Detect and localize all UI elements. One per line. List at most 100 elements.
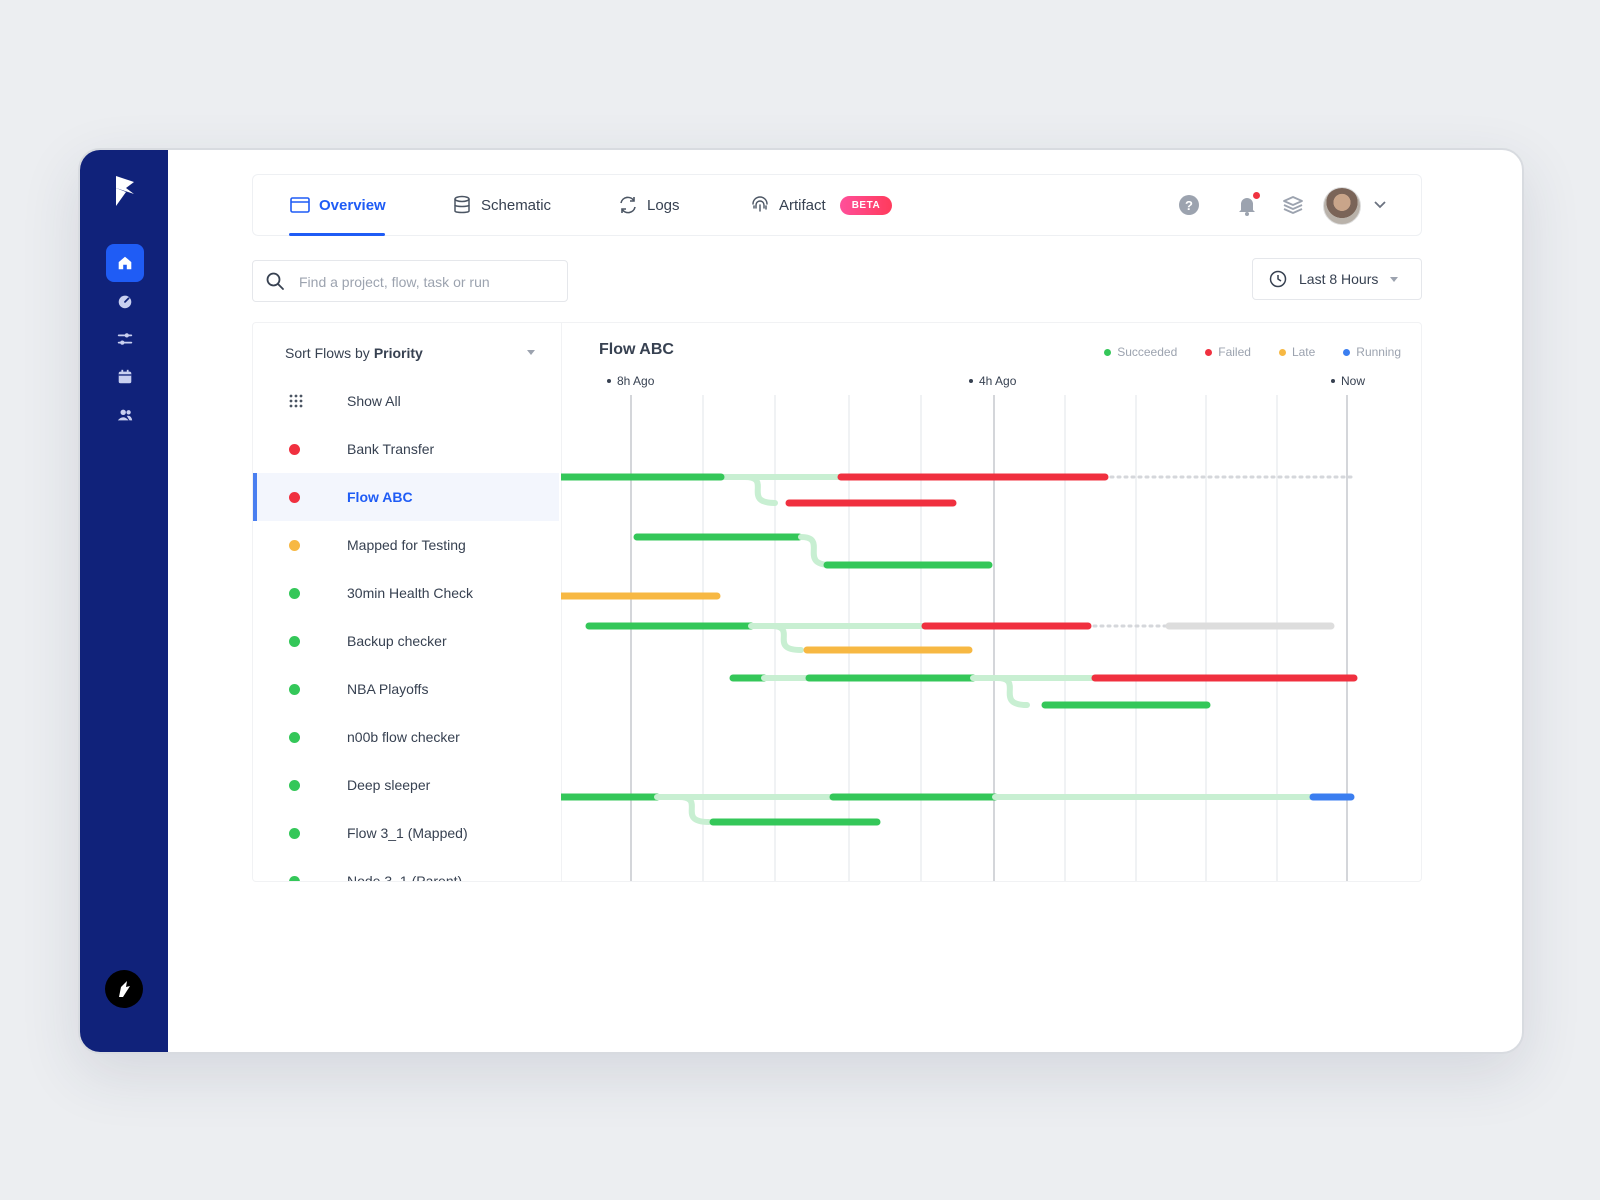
flow-item[interactable]: Show All — [253, 377, 559, 425]
flow-item[interactable]: Flow 3_1 (Mapped) — [253, 809, 559, 857]
flow-name: Show All — [347, 393, 401, 409]
legend-label: Failed — [1218, 345, 1251, 359]
app-window: Overview Schematic Logs Artifact BETA ? … — [78, 148, 1524, 1054]
refresh-icon — [620, 196, 636, 214]
nav-team[interactable] — [106, 396, 144, 434]
status-dot — [289, 539, 300, 551]
sort-select[interactable]: Sort Flows by Priority — [285, 343, 535, 363]
flows-panel: Sort Flows by Priority Show All Bank Tran… — [252, 322, 1422, 882]
flow-name: NBA Playoffs — [347, 681, 429, 697]
flow-name: Bank Transfer — [347, 441, 435, 457]
window-icon — [290, 197, 310, 213]
brand-logo-icon[interactable] — [105, 970, 143, 1008]
nav-calendar[interactable] — [106, 358, 144, 396]
status-dot — [289, 875, 300, 881]
database-icon — [454, 195, 470, 214]
legend-label: Running — [1356, 345, 1401, 359]
nav-dashboard[interactable] — [106, 282, 144, 320]
legend-item-failed: Failed — [1205, 345, 1251, 359]
status-dot — [289, 827, 300, 839]
home-icon — [118, 256, 132, 270]
top-bar: Overview Schematic Logs Artifact BETA ? — [252, 174, 1422, 236]
tab-label: Overview — [319, 196, 386, 214]
bell-icon[interactable] — [1235, 193, 1259, 217]
tab-logs[interactable]: Logs — [617, 175, 680, 235]
caret-down-icon — [1390, 276, 1399, 282]
calendar-icon — [118, 369, 132, 384]
flow-item[interactable]: Mapped for Testing — [253, 521, 559, 569]
flow-name: Backup checker — [347, 633, 447, 649]
flow-name: Flow ABC — [347, 489, 413, 505]
legend-item-running: Running — [1343, 345, 1401, 359]
tab-label: Logs — [647, 196, 680, 214]
axis-label: Now — [1341, 374, 1365, 388]
grid-icon — [289, 394, 303, 408]
svg-text:?: ? — [1185, 198, 1193, 213]
fingerprint-icon — [752, 196, 768, 212]
legend-dot — [1278, 348, 1286, 356]
flow-item[interactable]: 30min Health Check — [253, 569, 559, 617]
run-branch — [676, 794, 712, 825]
flow-item[interactable]: Backup checker — [253, 617, 559, 665]
chart-legend: Succeeded Failed Late Running — [1104, 345, 1401, 359]
flow-item[interactable]: Deep sleeper — [253, 761, 559, 809]
sidebar — [80, 150, 168, 1052]
status-dot — [289, 443, 300, 455]
legend-item-late: Late — [1278, 345, 1316, 359]
caret-down-icon — [527, 350, 535, 355]
search-input[interactable] — [297, 269, 551, 295]
legend-item-succeeded: Succeeded — [1104, 345, 1177, 359]
timeline-chart: 8h Ago 4h Ago Now Flow ABC Succeeded Failed… — [561, 323, 1421, 881]
timeline-svg: 8h Ago 4h Ago Now — [561, 374, 1365, 881]
flow-item[interactable]: Node 3_1 (Parent) — [253, 857, 559, 882]
legend-dot — [1343, 348, 1351, 356]
nav-home[interactable] — [106, 244, 144, 282]
axis-label: 4h Ago — [979, 374, 1017, 388]
legend-label: Succeeded — [1117, 345, 1178, 359]
flow-name: Node 3_1 (Parent) — [347, 873, 463, 882]
axis-tick-dot — [1331, 379, 1335, 383]
status-dot — [289, 635, 300, 647]
flow-item[interactable]: Bank Transfer — [253, 425, 559, 473]
legend-dot — [1104, 348, 1112, 356]
prefect-logo-icon[interactable] — [112, 174, 138, 208]
layers-icon[interactable] — [1281, 193, 1305, 217]
flow-item[interactable]: NBA Playoffs — [253, 665, 559, 713]
help-icon[interactable]: ? — [1177, 193, 1201, 217]
status-dot — [289, 491, 300, 503]
flow-item[interactable]: Flow ABC — [253, 473, 559, 521]
flow-item[interactable]: n00b flow checker — [253, 713, 559, 761]
flow-name: n00b flow checker — [347, 729, 460, 745]
axis-tick-dot — [607, 379, 611, 383]
run-branch — [768, 623, 804, 653]
search-icon — [266, 272, 284, 290]
time-range-select[interactable]: Last 8 Hours — [1252, 258, 1422, 300]
active-tab-indicator — [289, 233, 385, 236]
flow-name: 30min Health Check — [347, 585, 474, 601]
beta-badge: BETA — [839, 195, 893, 215]
tab-overview[interactable]: Overview — [289, 175, 386, 236]
run-branch — [742, 474, 778, 506]
nav-settings[interactable] — [106, 320, 144, 358]
avatar[interactable] — [1323, 187, 1361, 225]
run-branch — [994, 675, 1030, 708]
axis-label: 8h Ago — [617, 374, 655, 388]
time-range-label: Last 8 Hours — [1299, 271, 1379, 287]
chart-title: Flow ABC — [599, 341, 674, 358]
flow-list: Sort Flows by Priority Show All Bank Tran… — [253, 323, 562, 881]
tab-artifact[interactable]: Artifact BETA — [749, 175, 893, 235]
sort-field: Priority — [373, 345, 423, 361]
status-dot — [289, 779, 300, 791]
status-dot — [289, 731, 300, 743]
legend-label: Late — [1291, 345, 1316, 359]
status-dot — [289, 587, 300, 599]
run-branch — [798, 534, 834, 568]
tab-label: Schematic — [481, 196, 552, 214]
tab-schematic[interactable]: Schematic — [451, 175, 551, 235]
chevron-down-icon[interactable] — [1371, 195, 1389, 213]
clock-icon — [1269, 270, 1287, 288]
flow-name: Deep sleeper — [347, 777, 431, 793]
tab-label: Artifact — [779, 196, 826, 214]
sliders-icon — [117, 333, 133, 345]
sort-prefix: Sort Flows by — [285, 345, 370, 361]
